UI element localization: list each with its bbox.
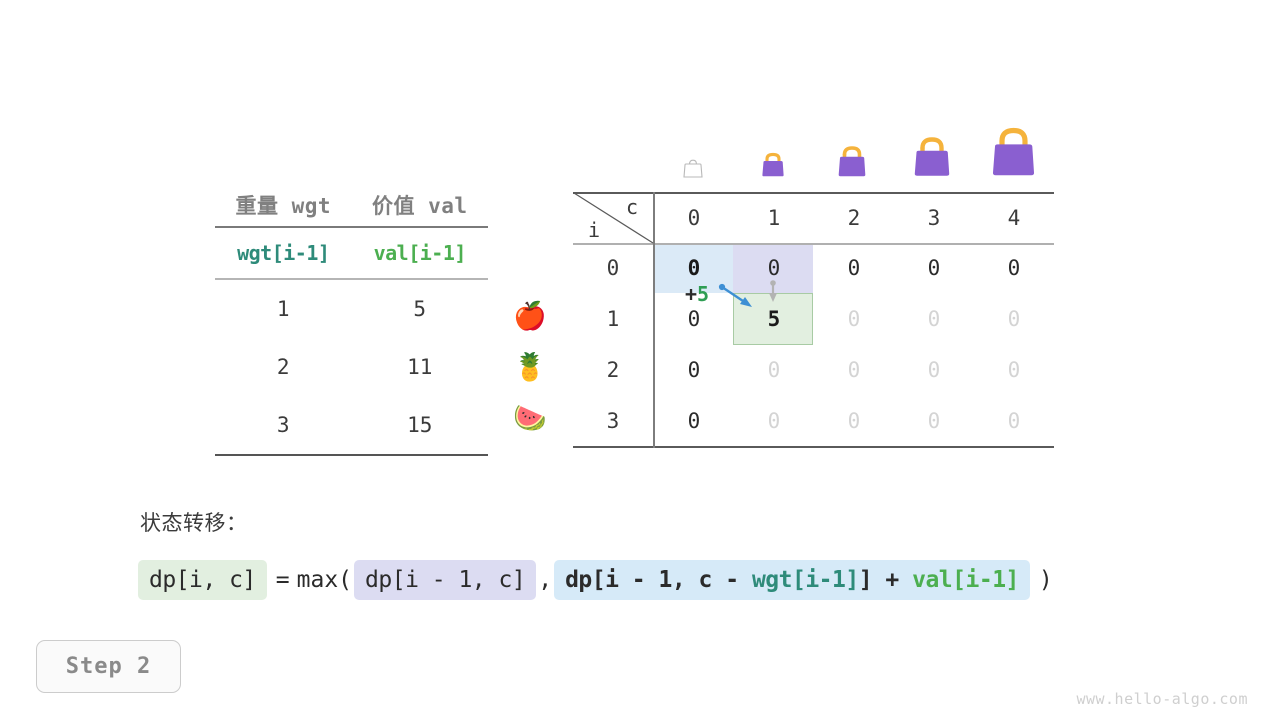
cell-weight-3: 3 <box>276 413 290 437</box>
formula-comma: , <box>538 567 553 593</box>
formula-arg-take-item: dp[i - 1, c - wgt[i-1]] + val[i-1] <box>554 560 1030 600</box>
step-badge: Step 2 <box>36 640 181 693</box>
dp-cell-0-3: 0 <box>927 256 941 280</box>
dp-table-border-bottom <box>573 446 1054 448</box>
dp-cell-0-4: 0 <box>1007 256 1021 280</box>
dp-row-header-1: 1 <box>606 307 620 331</box>
bag-size-3-icon <box>908 136 956 182</box>
state-transition-label: 状态转移： <box>140 511 248 535</box>
formula-arg2-val: val[i-1] <box>912 567 1019 593</box>
dp-column-header-0: 0 <box>687 206 701 230</box>
dp-cell-0-2: 0 <box>847 256 861 280</box>
dp-cell-2-1: 0 <box>767 358 781 382</box>
formula-max-open: max( <box>296 567 353 593</box>
dp-table: c i 0 1 2 3 4 0 1 2 3 0 0 0 0 0 0 5 0 0 … <box>573 192 1054 448</box>
annotation-plus-value: +5 <box>685 282 709 306</box>
dp-cell-3-0: 0 <box>687 409 701 433</box>
dp-cell-3-3: 0 <box>927 409 941 433</box>
dp-row-header-0: 0 <box>606 256 620 280</box>
formula-equals: = <box>275 567 290 593</box>
dp-table-vertical-divider <box>653 192 655 448</box>
apple-emoji-icon: 🍎 <box>513 301 547 332</box>
dp-row-header-3: 3 <box>606 409 620 433</box>
table-rule-top <box>215 226 488 228</box>
item-weight-value-table: 重量 wgt 价值 val wgt[i-1] val[i-1] 1 5 2 11… <box>215 190 488 456</box>
dp-cell-3-4: 0 <box>1007 409 1021 433</box>
dp-cell-1-0: 0 <box>687 307 701 331</box>
table-subheader-row: wgt[i-1] val[i-1] <box>215 228 488 278</box>
watermelon-emoji-icon: 🍉 <box>513 403 547 434</box>
dp-cell-1-4: 0 <box>1007 307 1021 331</box>
annotation-plus-number: 5 <box>697 282 710 306</box>
dp-column-header-3: 3 <box>927 206 941 230</box>
formula-arg2-prefix: dp[i - 1, c - <box>565 567 752 593</box>
subheader-wgt-index: wgt[i-1] <box>237 241 330 265</box>
dp-cell-2-3: 0 <box>927 358 941 382</box>
dp-column-header-2: 2 <box>847 206 861 230</box>
state-transition-formula: dp[i, c] = max( dp[i - 1, c] , dp[i - 1,… <box>136 560 1060 600</box>
dp-cell-3-1: 0 <box>767 409 781 433</box>
table-rule-bottom <box>215 454 488 456</box>
watermark: www.hello-algo.com <box>1076 690 1248 708</box>
formula-target: dp[i, c] <box>138 560 267 600</box>
column-header-value: 价值 val <box>371 194 468 218</box>
dp-table-border-top <box>573 192 1054 194</box>
dp-cell-0-1: 0 <box>767 256 781 280</box>
table-rule-middle <box>215 278 488 280</box>
dp-cell-2-4: 0 <box>1007 358 1021 382</box>
cell-weight-1: 1 <box>276 297 290 321</box>
bag-size-1-icon <box>757 152 789 182</box>
diagonal-divider-line <box>573 192 654 244</box>
formula-arg-skip-item: dp[i - 1, c] <box>354 560 537 600</box>
bag-empty-icon <box>681 158 705 182</box>
table-row: 2 11 <box>215 338 488 396</box>
dp-column-header-1: 1 <box>767 206 781 230</box>
dp-cell-1-1: 5 <box>767 307 781 331</box>
cell-value-2: 11 <box>407 355 433 379</box>
dp-row-header-2: 2 <box>606 358 620 382</box>
dp-cell-1-2: 0 <box>847 307 861 331</box>
formula-arg2-wgt: wgt[i-1] <box>751 567 859 593</box>
dp-cell-2-2: 0 <box>847 358 861 382</box>
corner-header-cell: c i <box>573 192 654 244</box>
dp-cell-3-2: 0 <box>847 409 861 433</box>
cell-value-1: 5 <box>413 297 427 321</box>
bag-size-2-icon <box>833 145 871 182</box>
corner-label-capacity: c <box>625 195 638 219</box>
table-row: 1 5 <box>215 280 488 338</box>
table-header-row: 重量 wgt 价值 val <box>215 190 488 226</box>
formula-max-close: ) <box>1038 567 1053 593</box>
dp-cell-1-3: 0 <box>927 307 941 331</box>
subheader-val-index: val[i-1] <box>373 241 467 265</box>
pineapple-emoji-icon: 🍍 <box>513 352 547 383</box>
dp-table-header-separator <box>573 243 1054 245</box>
formula-arg2-mid: ] + <box>858 567 913 593</box>
table-row: 3 15 <box>215 396 488 454</box>
dp-column-header-4: 4 <box>1007 206 1021 230</box>
dp-cell-0-0: 0 <box>687 256 701 280</box>
dp-cell-2-0: 0 <box>687 358 701 382</box>
cell-weight-2: 2 <box>276 355 290 379</box>
bag-size-4-icon <box>985 127 1042 182</box>
corner-label-item: i <box>588 218 601 242</box>
annotation-plus-sign: + <box>685 282 698 306</box>
column-header-weight: 重量 wgt <box>235 194 332 218</box>
cell-value-3: 15 <box>407 413 433 437</box>
